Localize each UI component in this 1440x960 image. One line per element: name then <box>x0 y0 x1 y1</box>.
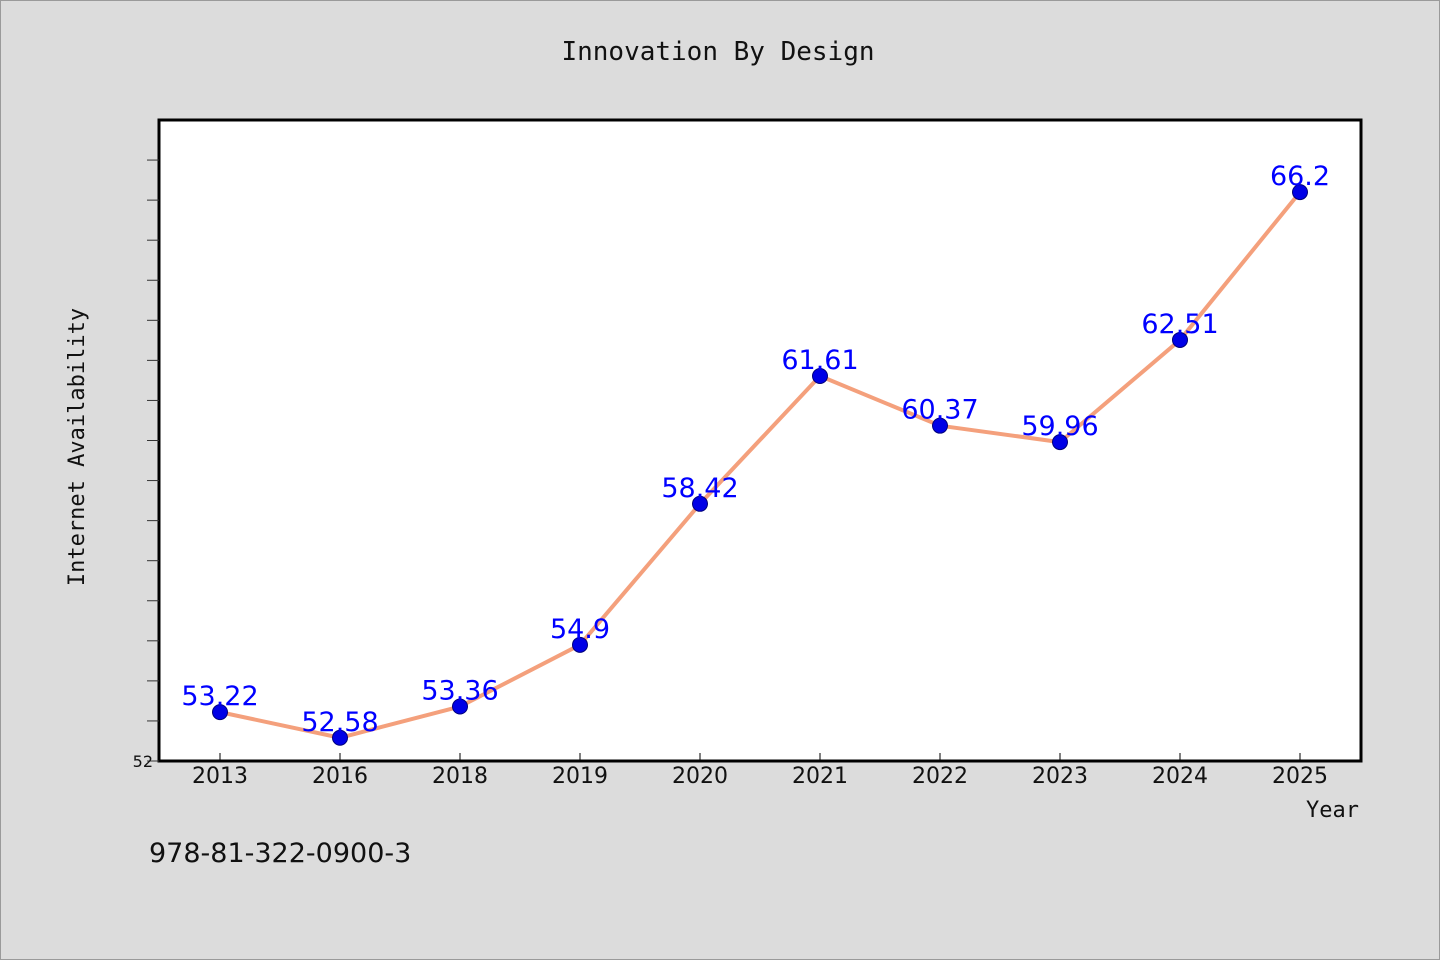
data-label: 66.2 <box>1270 161 1330 192</box>
data-point <box>1172 331 1188 348</box>
data-point <box>572 636 588 653</box>
y-axis-ticks <box>147 159 159 762</box>
data-point <box>692 495 708 512</box>
y-tick-label: 52 <box>133 752 153 771</box>
x-axis-label: Year <box>1306 798 1359 823</box>
x-tick-label: 2013 <box>192 764 248 789</box>
data-labels: 53.22 52.58 53.36 54.9 58.42 61.61 60.37 59.96 6… <box>181 161 1330 738</box>
data-label: 53.22 <box>181 681 258 712</box>
x-tick-label: 2020 <box>672 764 728 789</box>
y-axis-tick-labels: 52 <box>133 752 153 771</box>
data-label: 62.51 <box>1141 309 1218 340</box>
x-axis-ticks <box>219 753 1301 761</box>
data-point <box>332 729 348 746</box>
x-tick-label: 2019 <box>552 764 608 789</box>
data-point <box>812 367 828 384</box>
x-tick-label: 2024 <box>1152 764 1208 789</box>
data-label: 52.58 <box>301 707 378 738</box>
x-tick-label: 2023 <box>1032 764 1088 789</box>
series-markers <box>212 184 1308 746</box>
x-tick-label: 2022 <box>912 764 968 789</box>
data-point <box>932 417 948 434</box>
y-axis-label: Internet Availability <box>65 308 90 586</box>
data-label: 58.42 <box>661 473 738 504</box>
data-label: 54.9 <box>550 614 610 645</box>
data-label: 61.61 <box>781 345 858 376</box>
data-point <box>1052 434 1068 451</box>
x-tick-label: 2016 <box>312 764 368 789</box>
x-axis-tick-labels: 2013 2016 2018 2019 2020 2021 2022 2023 2024 2025 <box>192 764 1328 789</box>
data-point <box>212 704 228 721</box>
data-label: 59.96 <box>1021 411 1098 442</box>
data-point <box>1292 184 1308 201</box>
x-tick-label: 2025 <box>1272 764 1328 789</box>
data-label: 53.36 <box>421 676 498 707</box>
chart-title: Innovation By Design <box>561 37 874 67</box>
x-tick-label: 2021 <box>792 764 848 789</box>
data-point <box>452 698 468 715</box>
series-line <box>218 190 1302 740</box>
footer-text: 978-81-322-0900-3 <box>149 838 411 869</box>
x-tick-label: 2018 <box>432 764 488 789</box>
data-label: 60.37 <box>901 395 978 426</box>
